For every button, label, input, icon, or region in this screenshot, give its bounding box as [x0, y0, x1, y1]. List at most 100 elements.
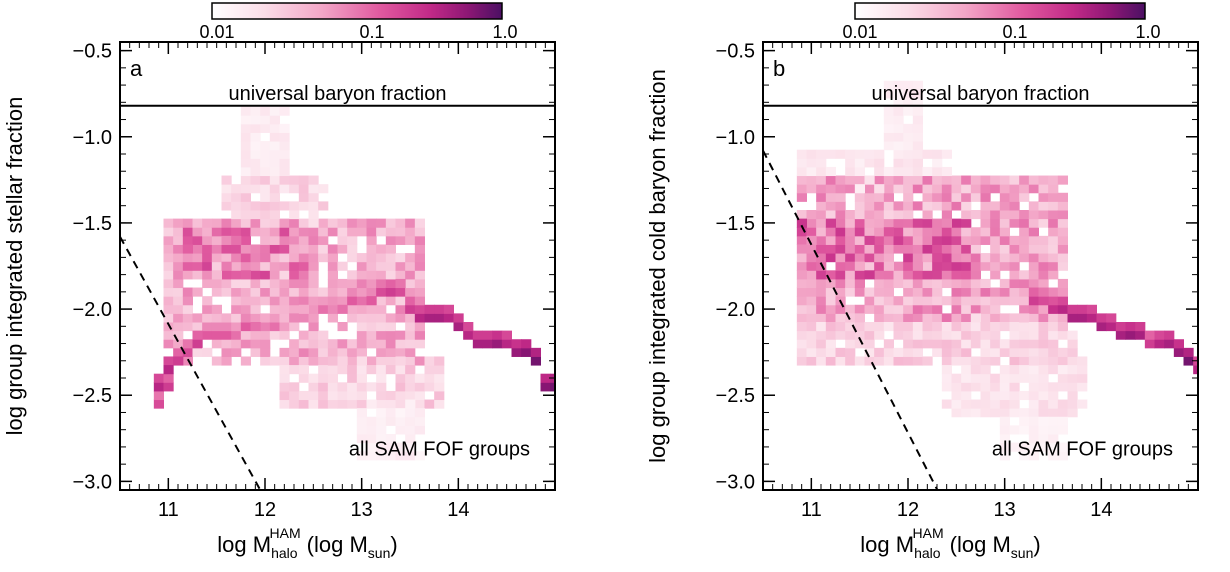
- heatmap-cell-71: [835, 210, 846, 220]
- colorbar-a-tick-label-0: 0.01: [199, 22, 234, 42]
- heatmap-cell-36: [182, 313, 193, 323]
- heatmap-cell-88: [221, 339, 232, 349]
- heatmap-cell-419: [825, 218, 836, 228]
- heatmap-cell-186: [912, 184, 923, 194]
- heatmap-cell-526: [366, 382, 377, 392]
- heatmap-cell-649: [961, 408, 972, 418]
- heatmap-cell-291: [980, 210, 991, 220]
- heatmap-cell-244: [318, 227, 329, 237]
- heatmap-cell-133: [883, 270, 894, 280]
- heatmap-cell-196: [922, 244, 933, 254]
- heatmap-cell-394: [1048, 218, 1059, 228]
- heatmap-cell-376: [1038, 244, 1049, 254]
- heatmap-cell-314: [376, 347, 387, 357]
- heatmap-cell-493: [298, 373, 309, 383]
- heatmap-cell-274: [347, 304, 358, 314]
- heatmap-cell-472: [269, 123, 280, 133]
- heatmap-cell-247: [327, 339, 338, 349]
- heatmap-cell-148: [260, 313, 271, 323]
- heatmap-cell-240: [318, 287, 329, 297]
- heatmap-cell-338: [385, 270, 396, 280]
- heatmap-cell-399: [1048, 175, 1059, 185]
- heatmap-cell-626: [482, 339, 493, 349]
- heatmap-cell-640: [941, 399, 952, 409]
- heatmap-cell-437: [816, 158, 827, 168]
- heatmap-cell-318: [376, 313, 387, 323]
- heatmap-cell-37: [816, 227, 827, 237]
- heatmap-cell-412: [250, 201, 261, 211]
- heatmap-cell-91: [854, 253, 865, 263]
- heatmap-cell-210: [298, 278, 309, 289]
- heatmap-cell-61: [202, 313, 213, 323]
- heatmap-cell-495: [308, 399, 319, 409]
- heatmap-cell-604: [999, 339, 1010, 349]
- heatmap-cell-82: [211, 244, 222, 254]
- heatmap-cell-502: [912, 80, 923, 90]
- heatmap-cell-624: [1038, 330, 1049, 340]
- heatmap-cell-163: [269, 296, 280, 306]
- panel-b-frame: [762, 41, 1199, 491]
- heatmap-cell-223: [941, 270, 952, 280]
- heatmap-cell-108: [864, 210, 875, 220]
- heatmap-cell-296: [356, 227, 367, 237]
- heatmap-cell-233: [308, 227, 319, 237]
- y-tick-label-4: −1.0: [716, 127, 755, 149]
- heatmap-cell-642: [941, 373, 952, 383]
- heatmap-cell-418: [806, 235, 817, 245]
- heatmap-cell-48: [825, 278, 836, 289]
- heatmap-cell-627: [482, 330, 493, 340]
- heatmap-cell-337: [1009, 201, 1020, 211]
- heatmap-cell-281: [980, 313, 991, 323]
- heatmap-cell-4: [163, 313, 174, 323]
- heatmap-cell-1: [796, 304, 807, 314]
- heatmap-cell-53: [192, 253, 203, 263]
- heatmap-cell-118: [874, 261, 885, 271]
- heatmap-cell-115: [874, 287, 885, 297]
- heatmap-cell-508: [327, 365, 338, 375]
- heatmap-cell-769: [1144, 330, 1155, 340]
- heatmap-cell-742: [1048, 442, 1059, 452]
- heatmap-cell-361: [405, 330, 416, 340]
- heatmap-cell-457: [893, 166, 904, 177]
- heatmap-cell-68: [835, 235, 846, 245]
- heatmap-cell-672: [999, 399, 1010, 409]
- heatmap-cell-394: [231, 235, 242, 245]
- heatmap-cell-181: [279, 278, 290, 289]
- heatmap-cell-360: [405, 339, 416, 349]
- heatmap-cell-629: [1048, 330, 1059, 340]
- heatmap-cell-206: [932, 304, 943, 314]
- heatmap-cell-379: [1038, 210, 1049, 220]
- heatmap-cell-639: [540, 373, 551, 383]
- heatmap-cell-457: [250, 123, 261, 133]
- heatmap-cell-312: [366, 218, 377, 228]
- heatmap-cell-543: [874, 356, 885, 366]
- heatmap-cell-697: [1038, 382, 1049, 392]
- heatmap-cell-430: [796, 166, 807, 177]
- heatmap-cell-197: [289, 270, 300, 280]
- heatmap-cell-191: [922, 287, 933, 297]
- heatmap-cell-80: [845, 253, 856, 263]
- heatmap-cell-378: [1038, 218, 1049, 228]
- heatmap-cell-366: [405, 287, 416, 297]
- colorbar-a-tick-label-1: 0.1: [359, 22, 384, 42]
- heatmap-cell-527: [845, 356, 856, 366]
- heatmap-cell-154: [893, 201, 904, 211]
- heatmap-cell-274: [970, 244, 981, 254]
- heatmap-cell-704: [1048, 365, 1059, 375]
- heatmap-cell-535: [854, 330, 865, 340]
- heatmap-cell-191: [289, 339, 300, 349]
- y-tick-label-3: −1.5: [73, 213, 112, 235]
- heatmap-cell-608: [250, 322, 261, 332]
- heatmap-cell-356: [1028, 304, 1039, 314]
- heatmap-cell-580: [951, 339, 962, 349]
- heatmap-cell-256: [961, 261, 972, 271]
- heatmap-cell-261: [961, 218, 972, 228]
- heatmap-cell-241: [951, 253, 962, 263]
- heatmap-cell-239: [318, 296, 329, 306]
- heatmap-cell-320: [999, 218, 1010, 228]
- heatmap-cell-90: [854, 278, 865, 289]
- heatmap-cell-23: [173, 287, 184, 297]
- heatmap-cell-601: [153, 382, 164, 392]
- heatmap-cell-469: [932, 158, 943, 168]
- heatmap-cell-134: [250, 296, 261, 306]
